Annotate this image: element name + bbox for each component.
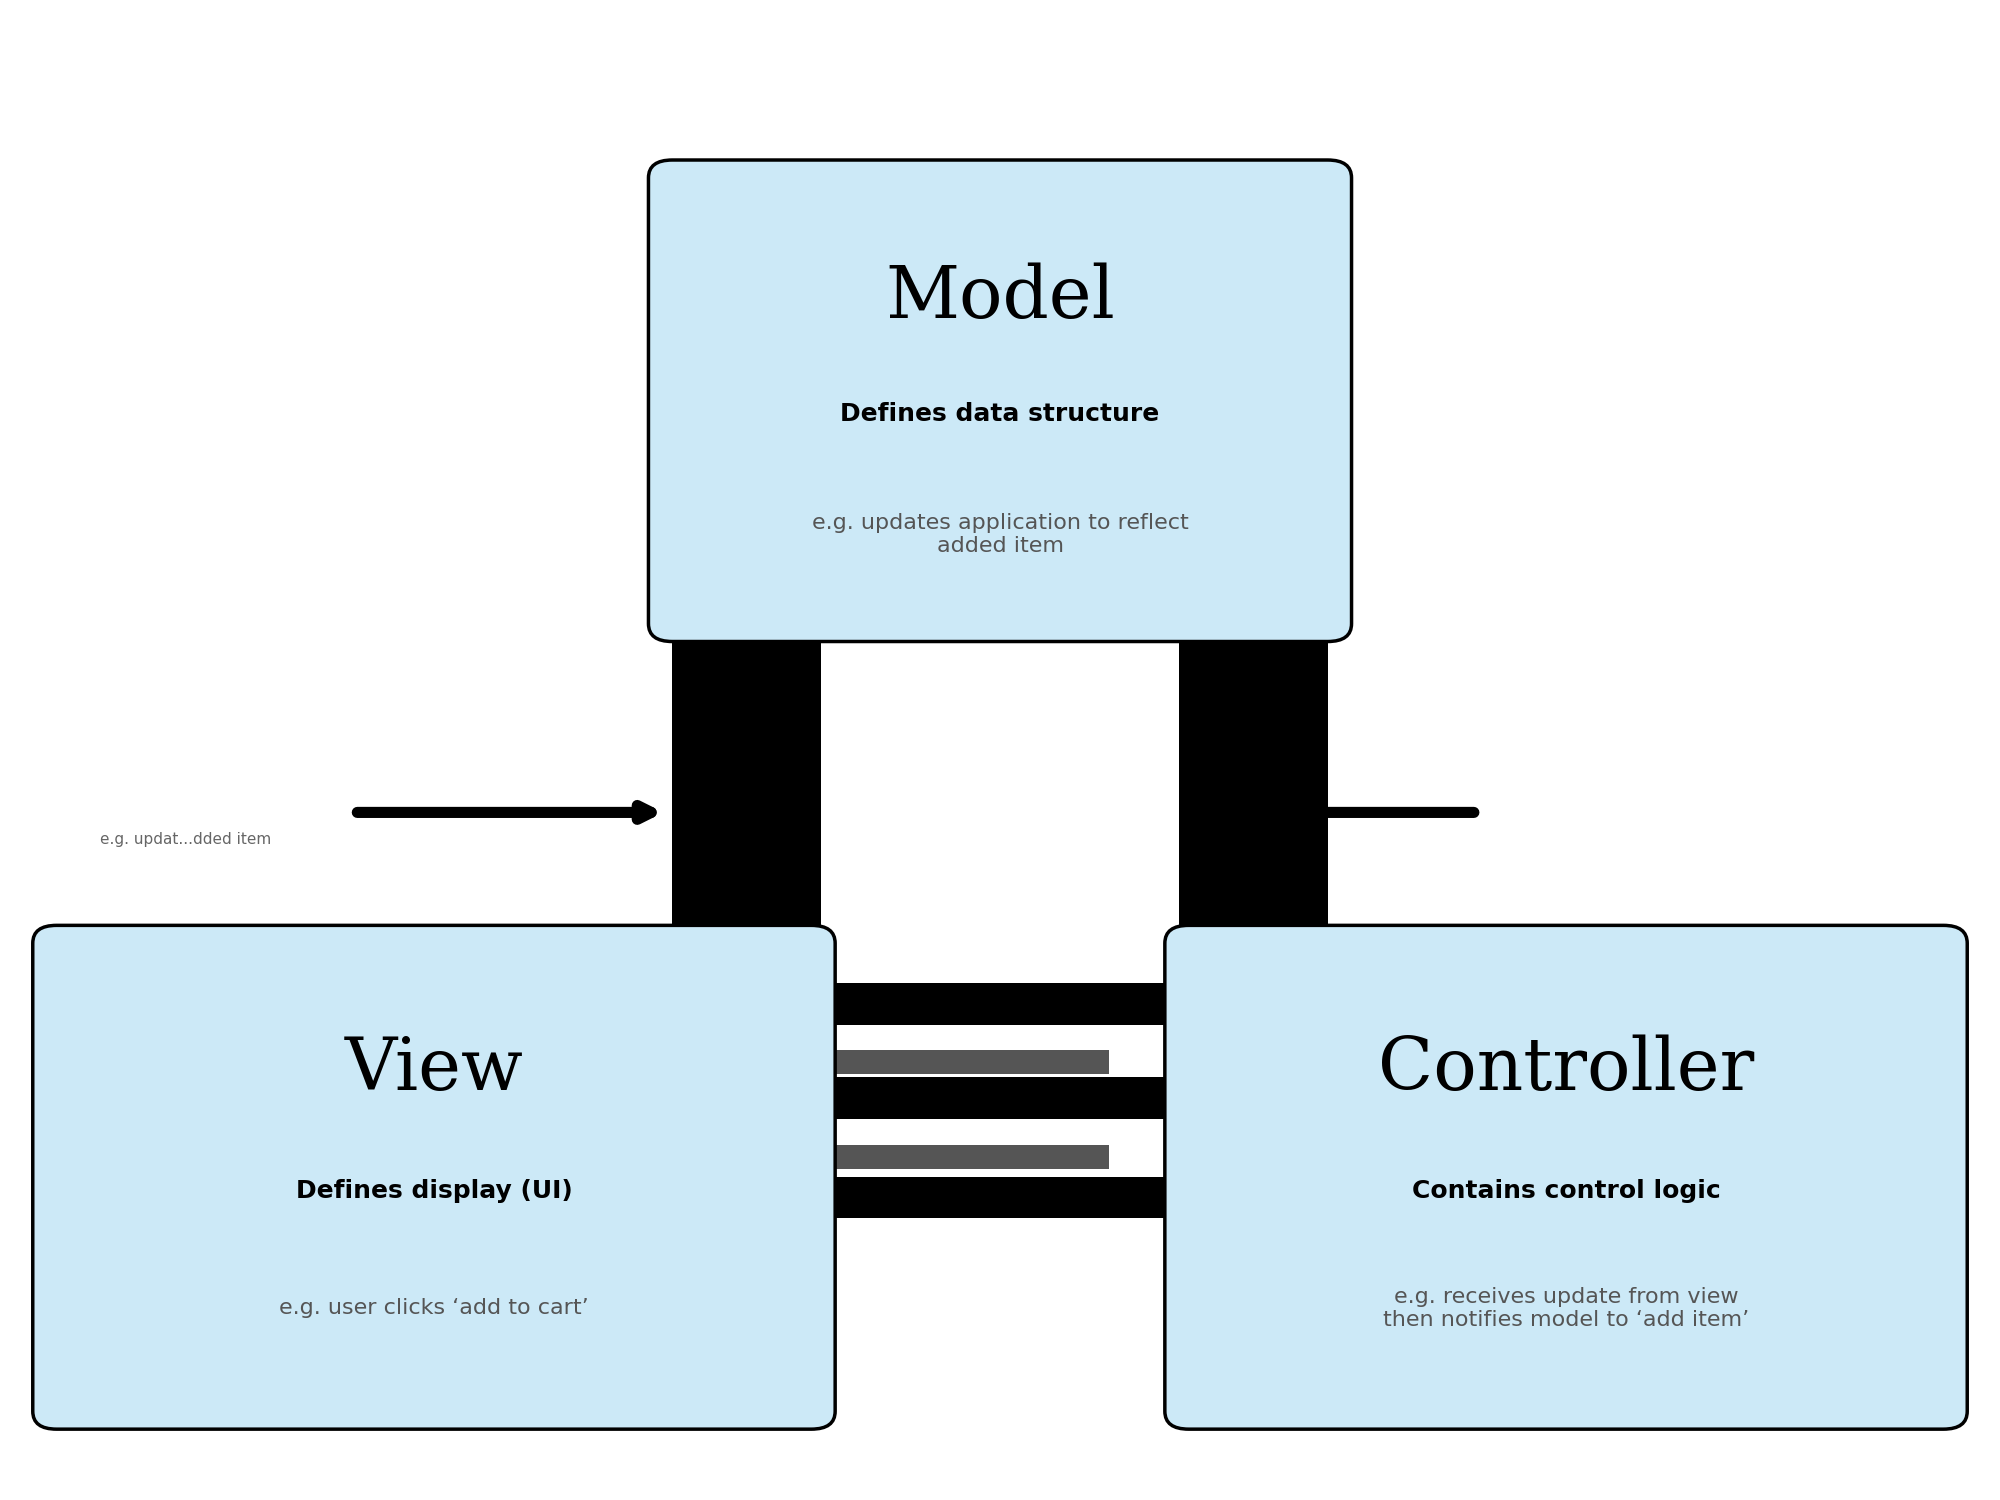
Text: Defines display (UI): Defines display (UI) (296, 1179, 572, 1203)
Text: Controller: Controller (1378, 1035, 1754, 1106)
Bar (672, 624, 822, 944)
Bar (812, 1176, 1188, 1218)
FancyBboxPatch shape (648, 160, 1352, 642)
FancyBboxPatch shape (32, 926, 836, 1430)
Text: e.g. updates application to reflect
added item: e.g. updates application to reflect adde… (812, 513, 1188, 556)
Bar (812, 984, 1188, 1024)
Text: e.g. user clicks ‘add to cart’: e.g. user clicks ‘add to cart’ (280, 1299, 588, 1318)
Bar (812, 1077, 1188, 1119)
Text: e.g. receives update from view
then notifies model to ‘add item’: e.g. receives update from view then noti… (1382, 1287, 1750, 1330)
FancyBboxPatch shape (1164, 926, 1968, 1430)
Text: Model: Model (886, 262, 1114, 333)
Bar (812, 1050, 1110, 1074)
Text: e.g. updat...dded item: e.g. updat...dded item (100, 831, 272, 846)
Bar (812, 1146, 1110, 1168)
Text: Defines data structure: Defines data structure (840, 402, 1160, 426)
Bar (1178, 624, 1328, 944)
Text: Contains control logic: Contains control logic (1412, 1179, 1720, 1203)
Text: View: View (344, 1035, 524, 1106)
